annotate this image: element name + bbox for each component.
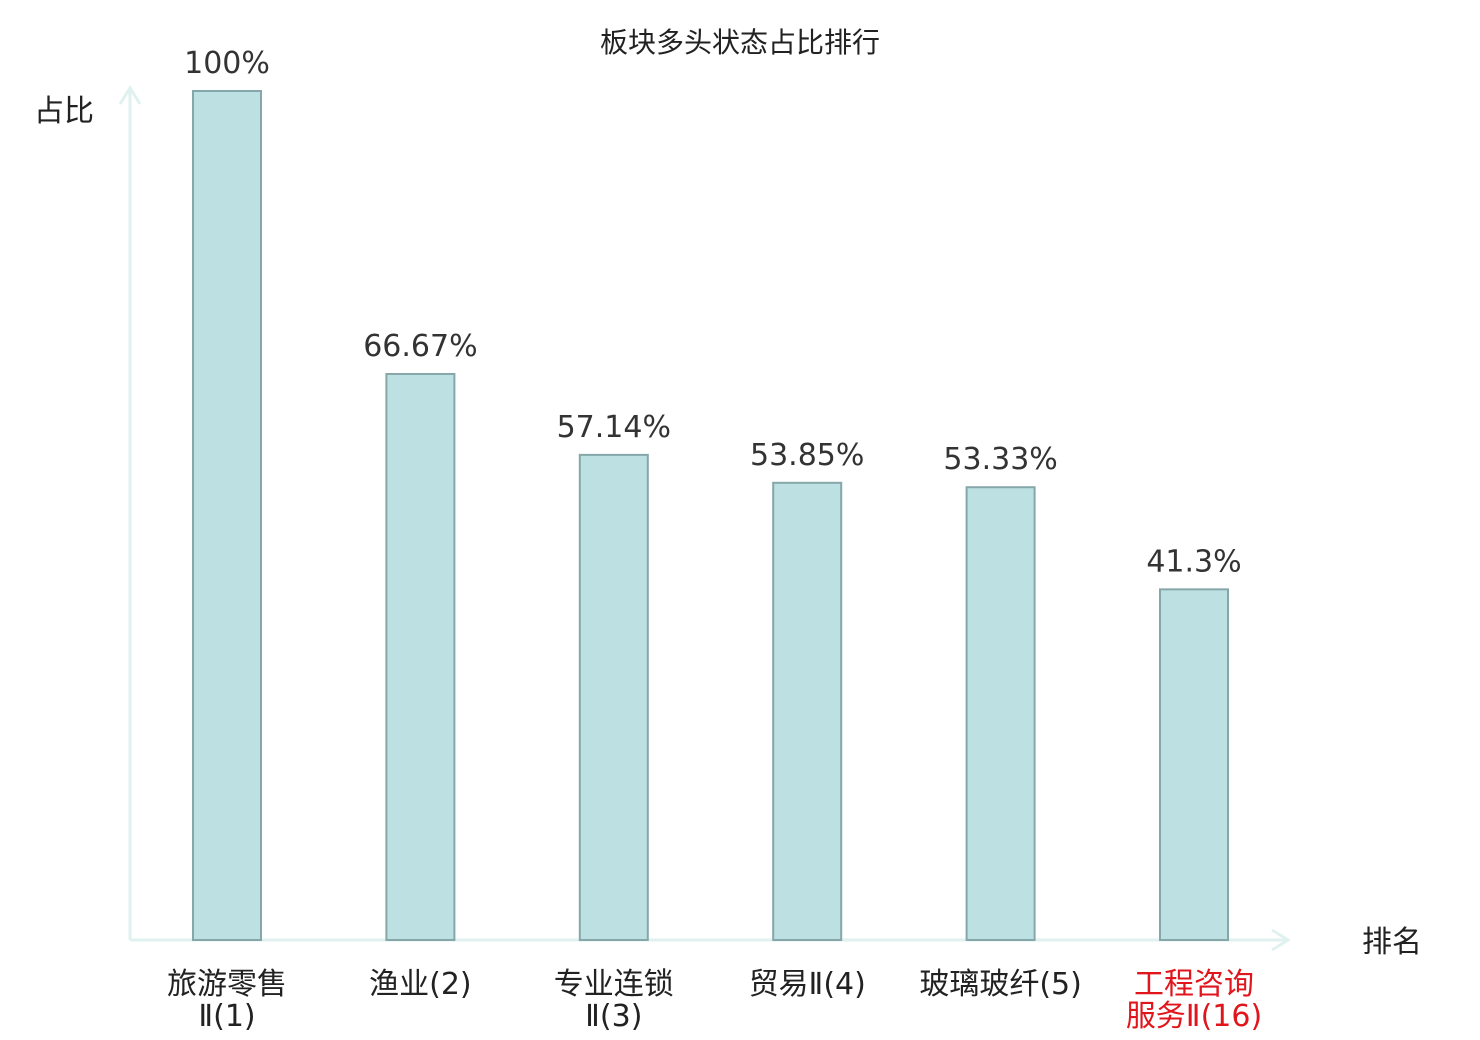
bar-3 [578, 453, 649, 941]
value-label-4: 53.85% [750, 438, 864, 473]
x-tick-label-3-line-1: 专业连锁 [554, 967, 674, 1002]
x-tick-label-3-line-2: Ⅱ(3) [585, 999, 642, 1034]
x-axis-arrow [1271, 928, 1291, 952]
bar-6 [1159, 588, 1229, 941]
chart-title: 板块多头状态占比排行 [600, 26, 880, 59]
x-tick-label-1-line-2: Ⅱ(1) [198, 999, 255, 1034]
bar-4 [772, 481, 843, 941]
axes [118, 85, 1291, 952]
bar-2 [385, 372, 456, 942]
x-axis-label: 排名 [1362, 925, 1422, 960]
x-tick-label-4: 贸易Ⅱ(4) [749, 967, 866, 1002]
value-label-3: 57.14% [557, 410, 671, 445]
x-tick-label-1-line-1: 旅游零售 [167, 967, 287, 1002]
y-axis-label: 占比 [34, 94, 94, 129]
value-label-2: 66.67% [363, 329, 477, 364]
value-labels: 100% 66.67% 57.14% 53.85% 53.33% 41.3% [184, 46, 1242, 579]
bar-5 [965, 486, 1036, 941]
x-tick-label-6-line-1: 工程咨询 [1134, 967, 1254, 1002]
value-label-5: 53.33% [943, 442, 1057, 477]
bars [192, 90, 1229, 942]
x-tick-label-6-line-2: 服务Ⅱ(16) [1126, 999, 1262, 1034]
value-label-1: 100% [184, 46, 270, 81]
y-axis-arrow [118, 85, 142, 105]
x-tick-label-2: 渔业(2) [369, 967, 472, 1002]
value-label-6: 41.3% [1146, 544, 1241, 579]
bar-1 [192, 90, 262, 941]
x-tick-label-5: 玻璃玻纤(5) [919, 967, 1082, 1002]
